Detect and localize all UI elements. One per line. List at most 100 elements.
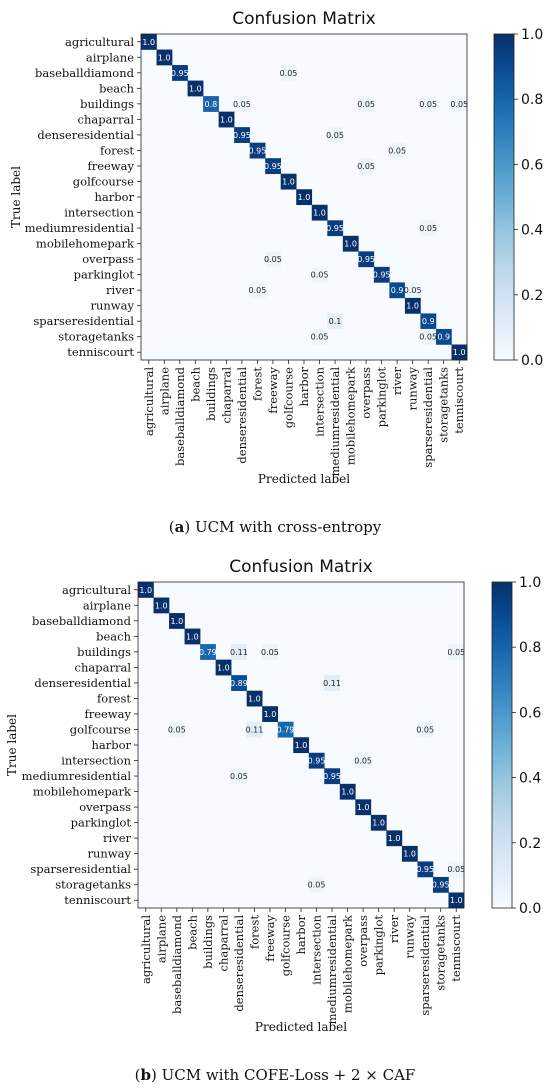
colorbar-tick-label: 0.8 xyxy=(521,92,543,108)
cell-value-label: 0.9 xyxy=(437,333,450,342)
cell-value-label: 0.11 xyxy=(323,679,341,688)
cell-value-label: 0.11 xyxy=(230,648,248,657)
heatmap-cell xyxy=(327,313,344,330)
y-tick-label: storagetanks xyxy=(58,330,134,344)
caption-b: (b) UCM with COFE-Loss + 2 × CAF xyxy=(134,1066,416,1084)
colorbar-tick-label: 0.4 xyxy=(519,771,541,787)
heatmap-cell xyxy=(138,582,154,598)
cell-value-label: 0.8 xyxy=(204,100,217,109)
x-tick-label: tenniscourt xyxy=(452,367,466,434)
cell-value-label: 1.0 xyxy=(170,617,183,626)
cell-value-label: 0.95 xyxy=(357,255,375,264)
x-tick-label: parkinglot xyxy=(372,915,386,976)
x-tick-label: runway xyxy=(403,915,417,959)
cell-value-label: 0.05 xyxy=(447,865,465,874)
y-tick-label: denseresidential xyxy=(34,676,131,690)
x-tick-label: mediumresidential xyxy=(328,367,342,477)
y-tick-label: beach xyxy=(99,81,134,95)
heatmap-cell xyxy=(311,328,328,345)
y-tick-label: golfcourse xyxy=(73,174,134,188)
cell-value-label: 1.0 xyxy=(406,302,419,311)
y-tick-label: overpass xyxy=(82,252,134,266)
colorbar-tick-label: 0.2 xyxy=(519,836,541,852)
heatmap-cell xyxy=(420,313,437,330)
cell-value-label: 0.05 xyxy=(419,224,437,233)
x-tick-label: forest xyxy=(250,367,264,401)
y-tick-label: golfcourse xyxy=(70,722,131,736)
cell-value-label: 0.05 xyxy=(311,271,329,280)
x-tick-label: denseresidential xyxy=(235,367,249,464)
heatmap-cell xyxy=(169,613,185,629)
x-tick-label: buildings xyxy=(201,915,215,969)
heatmap-cell xyxy=(169,721,185,738)
y-tick-label: runway xyxy=(87,847,131,861)
x-tick-label: tenniscourt xyxy=(449,915,463,982)
cell-value-label: 1.0 xyxy=(344,240,357,249)
y-tick-label: airplane xyxy=(83,598,131,612)
heatmap-cell xyxy=(308,752,325,769)
y-tick-label: denseresidential xyxy=(37,128,134,142)
caption-a-text: UCM with cross-entropy xyxy=(190,518,382,536)
y-tick-label: tenniscourt xyxy=(67,345,134,359)
y-tick-label: chaparral xyxy=(75,660,132,674)
x-tick-label: harbor xyxy=(294,915,308,955)
colorbar-tick-label: 0.0 xyxy=(521,353,543,369)
y-tick-label: mediumresidential xyxy=(25,221,135,235)
caption-a: (a) UCM with cross-entropy xyxy=(168,518,382,536)
heatmap-cell xyxy=(342,235,359,252)
heatmap-cell xyxy=(370,814,387,831)
heatmap-cell xyxy=(218,111,235,128)
heatmap-cell xyxy=(324,768,341,785)
cell-value-label: 0.05 xyxy=(357,162,375,171)
cell-value-label: 1.0 xyxy=(186,632,199,641)
y-tick-label: beach xyxy=(96,629,131,643)
cell-value-label: 0.05 xyxy=(168,725,186,734)
x-tick-label: golfcourse xyxy=(281,367,295,428)
heatmap-cell xyxy=(231,675,247,691)
heatmap-cell xyxy=(277,721,294,738)
cell-value-label: 1.0 xyxy=(453,348,466,357)
y-tick-label: storagetanks xyxy=(55,878,131,892)
x-tick-label: agricultural xyxy=(142,367,156,436)
x-tick-label: mobilehomepark xyxy=(341,914,355,1013)
cell-value-label: 0.05 xyxy=(419,333,437,342)
cell-value-label: 1.0 xyxy=(295,741,308,750)
cell-value-label: 0.95 xyxy=(432,881,450,890)
x-tick-label: storagetanks xyxy=(437,367,451,443)
heatmap-cell xyxy=(187,80,204,97)
y-axis-label: True label xyxy=(5,714,19,776)
colorbar-tick-label: 0.6 xyxy=(521,157,543,173)
y-tick-label: intersection xyxy=(61,754,131,768)
heatmap-cell xyxy=(404,282,421,299)
heatmap-cell xyxy=(448,644,465,660)
y-tick-label: agricultural xyxy=(62,583,131,597)
y-tick-label: mobilehomepark xyxy=(36,237,135,251)
y-tick-label: tenniscourt xyxy=(64,893,131,907)
heatmap-cell xyxy=(234,96,250,112)
y-tick-label: harbor xyxy=(91,738,131,752)
cell-value-label: 1.0 xyxy=(264,710,277,719)
heatmap-cell xyxy=(389,282,406,299)
y-tick-label: airplane xyxy=(86,50,134,64)
heatmap-cell xyxy=(435,328,452,345)
cell-value-label: 1.0 xyxy=(450,896,463,905)
x-tick-label: forest xyxy=(247,915,261,949)
cell-value-label: 0.05 xyxy=(264,255,282,264)
y-tick-label: baseballdiamond xyxy=(35,66,135,80)
cell-value-label: 0.95 xyxy=(416,865,434,874)
cell-value-label: 1.0 xyxy=(313,209,326,218)
cell-value-label: 0.05 xyxy=(326,131,344,140)
y-tick-label: forest xyxy=(100,143,134,157)
x-tick-label: intersection xyxy=(313,366,327,436)
cell-value-label: 0.95 xyxy=(264,162,282,171)
x-tick-label: agricultural xyxy=(139,915,153,984)
caption-b-text: UCM with COFE-Loss + 2 × CAF xyxy=(156,1066,416,1084)
cell-value-label: 1.0 xyxy=(403,850,416,859)
x-tick-label: beach xyxy=(185,914,199,949)
y-tick-label: runway xyxy=(90,299,134,313)
heatmap-cell xyxy=(249,142,266,159)
heatmap-cell xyxy=(234,127,250,143)
y-tick-label: river xyxy=(103,831,131,845)
heatmap-cell xyxy=(420,328,437,345)
heatmap-cell xyxy=(141,34,157,50)
